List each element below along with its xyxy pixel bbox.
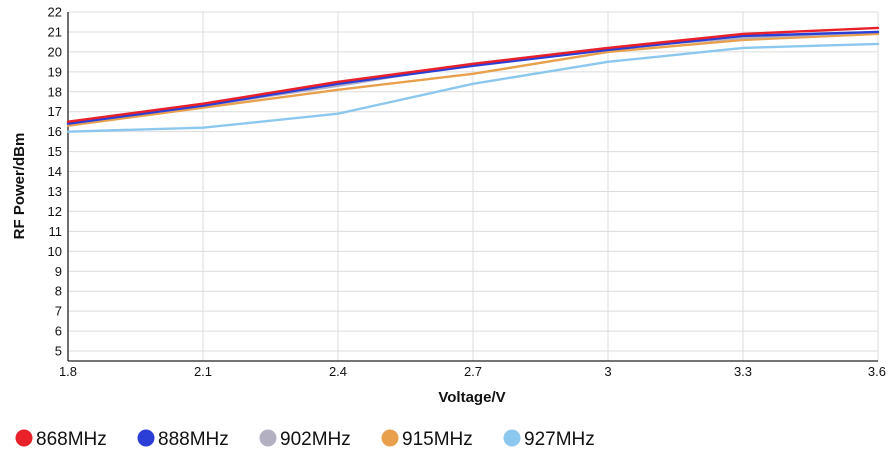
legend-label: 927MHz bbox=[524, 429, 595, 450]
legend-item-927mhz: 927MHz bbox=[503, 429, 595, 450]
y-tick-label: 5 bbox=[55, 344, 62, 359]
y-tick-label: 7 bbox=[55, 304, 62, 319]
y-tick-label: 20 bbox=[48, 44, 62, 59]
y-tick-label: 11 bbox=[49, 224, 63, 239]
axes bbox=[67, 12, 878, 362]
y-tick-label: 21 bbox=[48, 24, 62, 39]
legend-marker bbox=[259, 429, 277, 447]
legend-item-915mhz: 915MHz bbox=[381, 429, 473, 450]
series-line-927mhz bbox=[66, 42, 880, 133]
legend-label: 902MHz bbox=[280, 429, 351, 450]
legend-item-902mhz: 902MHz bbox=[259, 429, 351, 450]
y-tick-label: 12 bbox=[48, 204, 62, 219]
y-tick-label: 18 bbox=[48, 84, 62, 99]
grid bbox=[67, 11, 879, 361]
y-tick-label: 9 bbox=[55, 264, 62, 279]
y-tick-label: 10 bbox=[48, 244, 62, 259]
x-tick-label: 3.6 bbox=[868, 364, 886, 379]
x-tick-label: 1.8 bbox=[59, 364, 77, 379]
y-tick-label: 16 bbox=[48, 124, 62, 139]
y-tick-label: 15 bbox=[48, 144, 62, 159]
y-tick-label: 17 bbox=[48, 104, 62, 119]
y-tick-label: 13 bbox=[48, 184, 62, 199]
series-line-915mhz bbox=[66, 32, 880, 127]
x-tick-label: 3.3 bbox=[734, 364, 752, 379]
legend-marker bbox=[381, 429, 399, 447]
legend-marker bbox=[137, 429, 155, 447]
plot-area bbox=[66, 26, 880, 133]
y-tick-label: 22 bbox=[48, 5, 62, 20]
y-tick-label: 14 bbox=[48, 164, 62, 179]
x-tick-label: 2.1 bbox=[194, 364, 212, 379]
x-tick-label: 3 bbox=[604, 364, 611, 379]
legend-label: 868MHz bbox=[36, 429, 107, 450]
y-tick-label: 6 bbox=[55, 324, 62, 339]
legend: 868MHz 888MHz 902MHz 915MHz 927MHz bbox=[15, 429, 595, 450]
tick-labels: 5 6 7 8 9 10 11 12 13 14 15 16 17 18 19 20 21 22 1.8 2.1 2.4… bbox=[48, 5, 886, 380]
legend-label: 888MHz bbox=[158, 429, 229, 450]
legend-item-868mhz: 868MHz bbox=[15, 429, 107, 450]
x-tick-label: 2.7 bbox=[464, 364, 482, 379]
y-axis-title: RF Power/dBm bbox=[11, 133, 28, 240]
series-line-888mhz bbox=[66, 30, 880, 125]
series-line-868mhz bbox=[66, 26, 880, 123]
x-tick-label: 2.4 bbox=[329, 364, 347, 379]
y-tick-label: 8 bbox=[55, 284, 62, 299]
x-axis-title: Voltage/V bbox=[438, 389, 505, 406]
legend-label: 915MHz bbox=[402, 429, 473, 450]
legend-marker bbox=[503, 429, 521, 447]
y-tick-label: 19 bbox=[48, 64, 62, 79]
legend-item-888mhz: 888MHz bbox=[137, 429, 229, 450]
legend-marker bbox=[15, 429, 33, 447]
